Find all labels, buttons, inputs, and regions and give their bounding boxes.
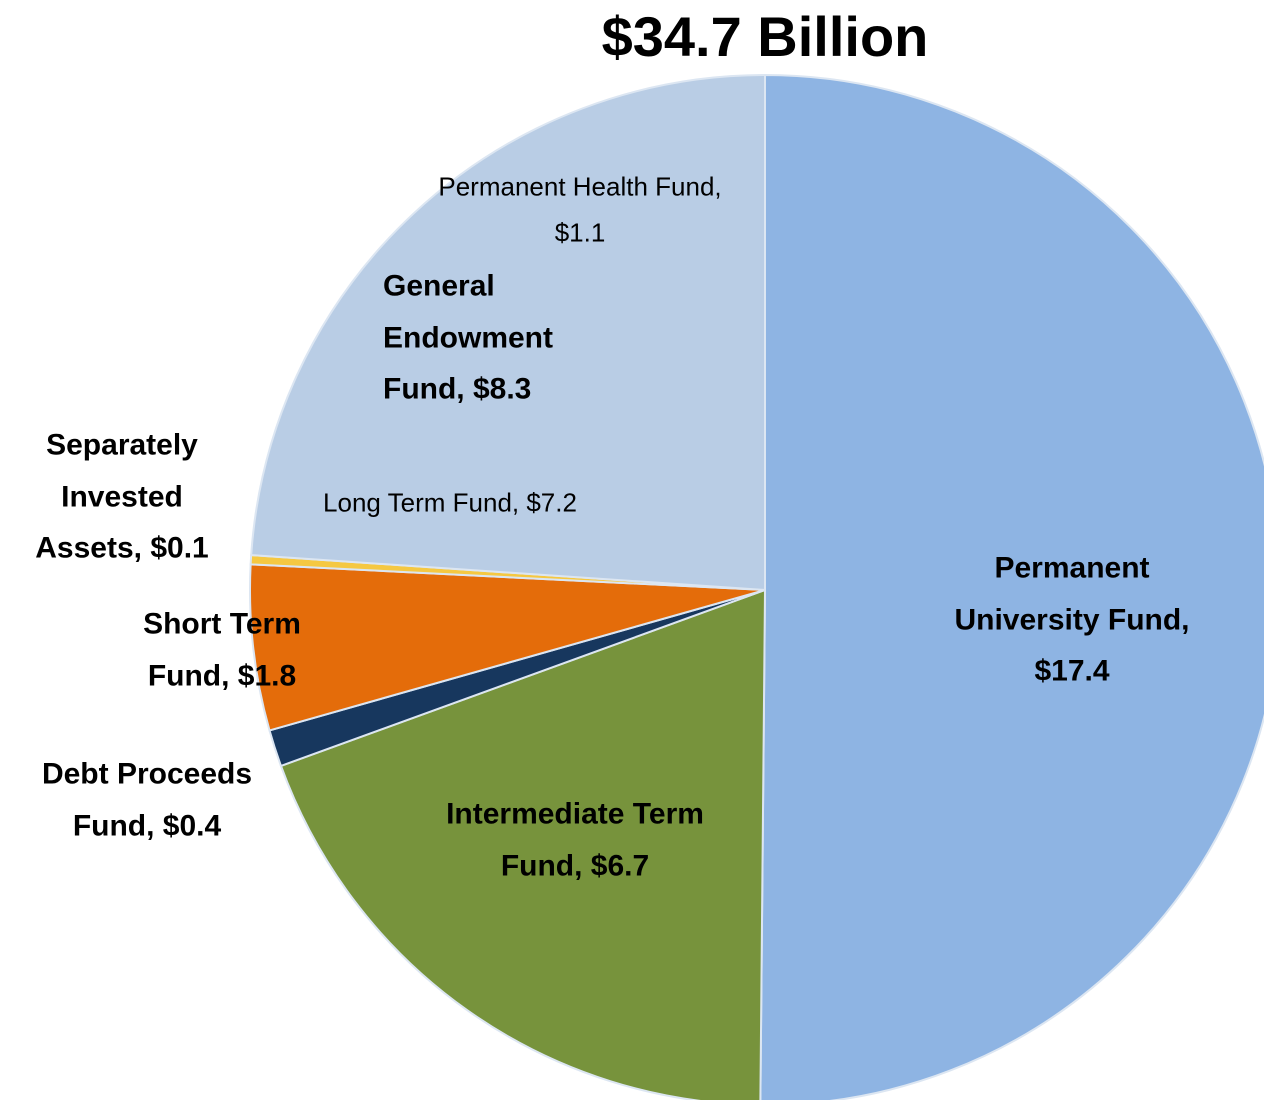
pie-slice	[279, 588, 767, 1100]
slice-label: Short Term Fund, $1.8	[143, 607, 301, 692]
slice-label: Separately Invested Assets, $0.1	[35, 428, 209, 565]
slice-label: Permanent University Fund, $17.4	[954, 551, 1190, 688]
slice-label: Debt Proceeds Fund, $0.4	[41, 757, 253, 842]
pie-slice	[249, 563, 766, 732]
pie-slice	[250, 73, 766, 592]
slice-label: Intermediate Term Fund, $6.7	[446, 797, 704, 882]
sub-label: Permanent Health Fund, $1.1	[438, 171, 722, 248]
chart-title: $34.7 Billion	[601, 5, 929, 68]
pie-slice	[759, 73, 1264, 1100]
slice-label: General Endowment Fund, $8.3	[383, 269, 553, 406]
sub-label: Long Term Fund, $7.2	[323, 487, 577, 518]
